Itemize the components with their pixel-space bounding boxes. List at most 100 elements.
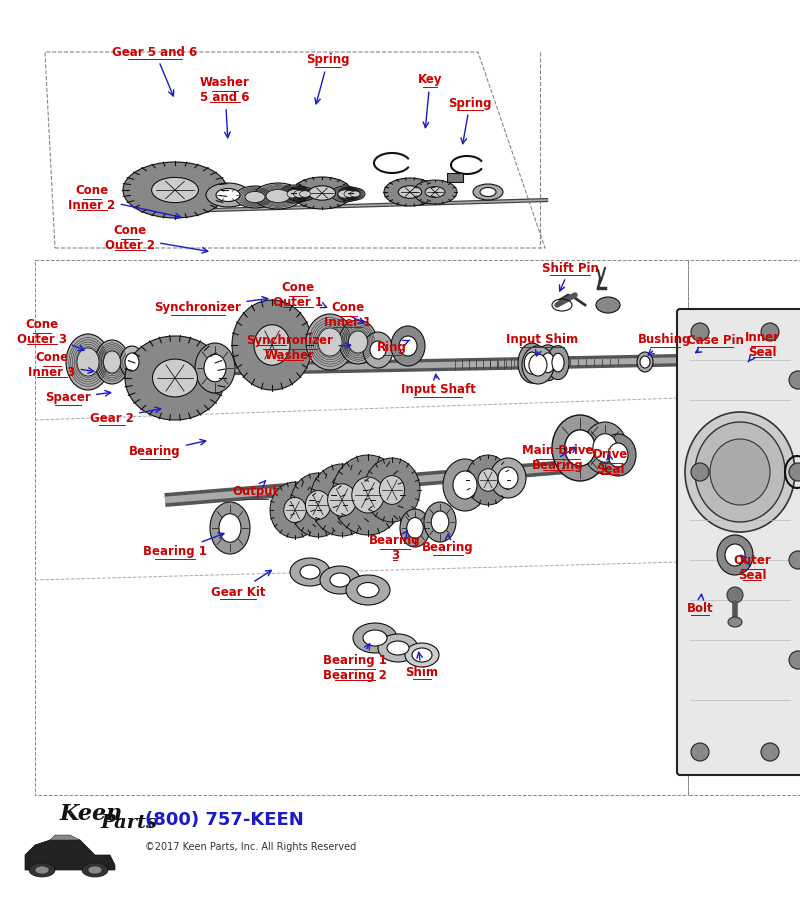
Ellipse shape [691,323,709,341]
Ellipse shape [310,464,374,536]
Ellipse shape [35,866,49,874]
Ellipse shape [320,566,360,594]
Ellipse shape [363,630,387,646]
Text: Drive
Seal: Drive Seal [592,448,628,476]
Ellipse shape [216,188,240,202]
Ellipse shape [524,352,540,374]
Ellipse shape [707,353,723,371]
FancyBboxPatch shape [677,309,800,775]
Text: Bearing
3: Bearing 3 [369,531,421,562]
Ellipse shape [728,617,742,627]
Ellipse shape [350,191,360,197]
Ellipse shape [292,177,352,209]
Ellipse shape [379,475,405,504]
Ellipse shape [695,422,785,522]
Ellipse shape [637,352,653,372]
Ellipse shape [701,345,729,379]
Ellipse shape [245,192,265,202]
Ellipse shape [346,575,390,605]
Ellipse shape [254,325,290,365]
Text: Key: Key [418,74,442,128]
Ellipse shape [405,643,439,667]
Ellipse shape [195,343,235,393]
Text: Cone
Outer 1: Cone Outer 1 [273,281,326,309]
Ellipse shape [391,326,425,366]
Text: Cone
Outer 2: Cone Outer 2 [105,224,208,253]
Ellipse shape [299,191,310,197]
Ellipse shape [406,518,423,538]
Text: Synchronizer: Synchronizer [154,297,268,314]
Ellipse shape [103,351,121,373]
Text: Gear 2: Gear 2 [90,407,161,425]
Ellipse shape [284,498,306,523]
Text: Input Shaft: Input Shaft [401,374,475,397]
Text: Inner
Seal: Inner Seal [745,331,779,362]
Text: Bearing 1: Bearing 1 [143,533,224,559]
Ellipse shape [353,623,397,653]
Ellipse shape [536,345,560,381]
Ellipse shape [287,190,303,199]
Ellipse shape [344,191,356,197]
Ellipse shape [370,341,386,359]
Ellipse shape [490,458,526,498]
Ellipse shape [413,180,457,204]
Ellipse shape [290,473,346,537]
Ellipse shape [363,332,393,368]
Ellipse shape [710,439,770,505]
Polygon shape [25,838,115,870]
Ellipse shape [596,297,620,313]
Ellipse shape [294,187,316,201]
Ellipse shape [204,355,226,382]
Ellipse shape [352,477,384,513]
Text: Bearing 1
Bearing 2: Bearing 1 Bearing 2 [323,644,387,682]
Text: Parts: Parts [100,814,157,832]
Ellipse shape [518,343,546,383]
Ellipse shape [235,186,275,208]
Ellipse shape [789,463,800,481]
Text: Gear 5 and 6: Gear 5 and 6 [112,46,198,96]
Ellipse shape [232,300,312,390]
Text: Shift Pin: Shift Pin [542,262,598,291]
Text: Shim: Shim [406,652,438,679]
Ellipse shape [364,458,420,522]
Text: Keen: Keen [60,803,123,825]
Ellipse shape [478,469,498,491]
Ellipse shape [123,162,227,218]
Text: Spring: Spring [306,53,350,104]
Ellipse shape [88,866,102,874]
Text: Outer
Seal: Outer Seal [733,554,771,582]
Polygon shape [50,835,80,840]
Ellipse shape [339,320,377,364]
Ellipse shape [270,482,320,538]
Ellipse shape [328,484,357,517]
Text: Bearing: Bearing [422,535,474,554]
Ellipse shape [789,551,800,569]
Ellipse shape [125,353,139,371]
Ellipse shape [529,354,547,376]
Ellipse shape [338,190,352,198]
Ellipse shape [279,185,311,203]
Ellipse shape [542,353,554,373]
Ellipse shape [761,323,779,341]
Ellipse shape [552,354,564,372]
Ellipse shape [424,502,456,542]
Ellipse shape [522,346,554,384]
Text: Cone
Outer 3: Cone Outer 3 [17,318,84,351]
Bar [447,173,463,182]
Ellipse shape [691,743,709,761]
Text: Gear Kit: Gear Kit [210,571,271,598]
Text: Washer
5 and 6: Washer 5 and 6 [200,76,250,138]
Ellipse shape [29,863,55,877]
Ellipse shape [412,648,432,662]
Ellipse shape [431,511,449,533]
Ellipse shape [400,509,430,547]
Ellipse shape [357,582,379,598]
Ellipse shape [152,177,198,202]
Ellipse shape [384,178,436,206]
Ellipse shape [727,587,743,603]
Ellipse shape [330,573,350,587]
Text: Bearing: Bearing [129,439,206,458]
Ellipse shape [387,641,409,655]
Ellipse shape [300,565,320,579]
Ellipse shape [331,186,359,202]
